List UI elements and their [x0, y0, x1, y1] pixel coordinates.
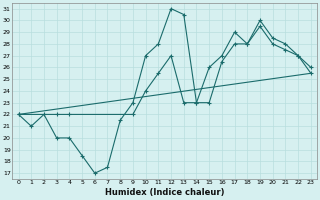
X-axis label: Humidex (Indice chaleur): Humidex (Indice chaleur) — [105, 188, 224, 197]
